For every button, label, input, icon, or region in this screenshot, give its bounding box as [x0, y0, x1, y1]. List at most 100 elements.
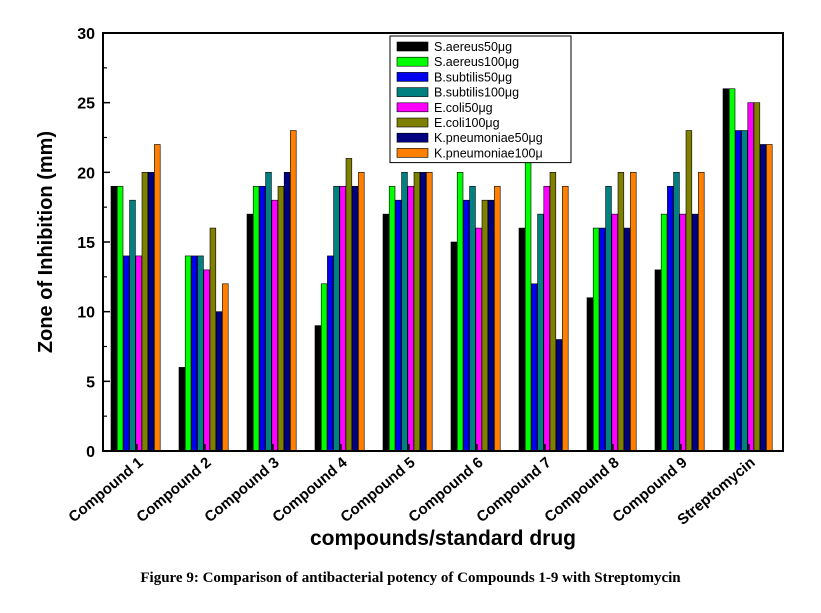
bar [129, 199, 136, 452]
bar [333, 185, 340, 452]
legend-label: K.pneumoniae100μ [434, 146, 543, 160]
bar [722, 88, 730, 452]
legend-swatch [396, 102, 429, 113]
bar [586, 297, 594, 452]
bar [667, 185, 674, 452]
bar [259, 185, 266, 452]
bar [358, 172, 365, 452]
legend-label: E.coli50μg [434, 101, 493, 115]
legend-swatch [396, 148, 429, 158]
bar [339, 185, 346, 452]
x-axis-label: compounds/standard drug [310, 527, 576, 550]
bar [673, 172, 680, 452]
y-axis-label: Zone of Inhibition (mm) [35, 131, 57, 353]
bar [524, 158, 532, 452]
legend-swatch [396, 117, 429, 128]
bar [531, 283, 538, 452]
bar [388, 185, 396, 452]
bar [209, 227, 217, 452]
bar [351, 185, 359, 452]
bar [691, 213, 699, 452]
bar [537, 213, 544, 452]
bar [698, 172, 705, 452]
y-tick-label: 15 [77, 235, 95, 252]
bar [141, 172, 149, 452]
y-tick-label: 20 [77, 165, 95, 182]
legend-swatch [396, 87, 429, 97]
bar [407, 185, 414, 452]
legend-swatch [396, 132, 429, 143]
bar [345, 158, 353, 452]
bar [215, 311, 223, 452]
figure-caption: Figure 9: Comparison of antibacterial po… [140, 570, 681, 586]
bar [623, 227, 631, 452]
bar [252, 185, 260, 452]
bar [314, 325, 322, 452]
bar [555, 339, 563, 452]
bar [178, 367, 186, 452]
y-tick-label: 30 [77, 26, 95, 43]
bar [469, 185, 476, 452]
bar [685, 130, 693, 452]
bar [660, 213, 668, 452]
bar [401, 172, 408, 452]
bar [277, 185, 285, 452]
bar [320, 283, 328, 452]
bar [617, 172, 625, 452]
bar [203, 269, 210, 452]
bar [413, 172, 421, 452]
legend-label: K.pneumoniae50μg [434, 131, 543, 145]
bar [426, 172, 433, 452]
bar [487, 199, 495, 452]
bar [654, 269, 662, 452]
bar [197, 255, 204, 452]
bar [562, 185, 569, 452]
bar [271, 199, 278, 452]
bar [518, 227, 526, 452]
bar [147, 172, 155, 452]
y-tick-label: 0 [86, 444, 95, 461]
bar [630, 172, 637, 452]
bar [735, 130, 742, 452]
bar [759, 144, 767, 452]
bar [327, 255, 334, 452]
bar [549, 172, 557, 452]
bar [766, 144, 773, 452]
y-tick-label: 25 [77, 96, 95, 113]
bar [246, 213, 254, 452]
legend-label: E.coli100μg [434, 116, 500, 130]
legend-swatch [396, 56, 429, 67]
bar [283, 172, 291, 452]
bar [265, 172, 272, 452]
bar [475, 227, 482, 452]
bar [494, 185, 501, 452]
bar [419, 172, 427, 452]
bar [290, 130, 297, 452]
bar [599, 227, 606, 452]
bar [110, 185, 118, 452]
legend-swatch [396, 41, 429, 52]
bar [605, 185, 612, 452]
bar [592, 227, 600, 452]
bar [753, 102, 761, 452]
bar [456, 172, 464, 452]
y-tick-label: 5 [86, 374, 95, 391]
bar [611, 213, 618, 452]
bar [135, 255, 142, 452]
bar [222, 283, 229, 452]
legend-swatch [396, 72, 429, 82]
bar [543, 185, 550, 452]
bar [741, 130, 748, 452]
legend-label: S.aereus50μg [434, 40, 512, 54]
legend-label: B.subtilis50μg [434, 70, 512, 84]
bar [191, 255, 198, 452]
bar [450, 241, 458, 452]
bar [395, 199, 402, 452]
bar [463, 199, 470, 452]
bar [116, 185, 124, 452]
bar [747, 102, 754, 452]
legend-label: B.subtilis100μg [434, 86, 519, 100]
